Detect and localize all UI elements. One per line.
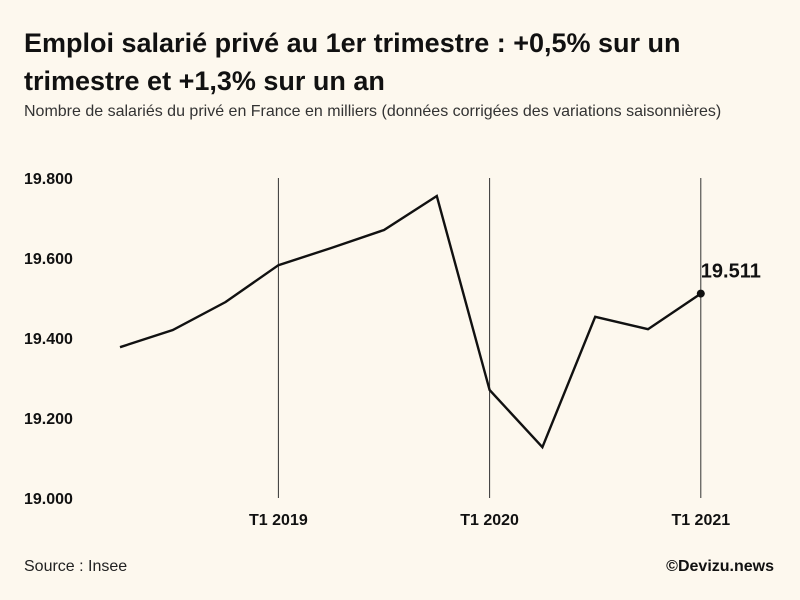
y-tick-label: 19.600 (24, 251, 73, 268)
y-axis: 19.000 19.200 19.400 19.600 19.800 (24, 171, 73, 508)
series-line (119, 194, 702, 450)
brand-credit: ©Devizu.news (666, 558, 774, 575)
y-tick-label: 19.400 (24, 331, 73, 348)
y-tick-label: 19.200 (24, 411, 73, 428)
y-tick-label: 19.800 (24, 171, 73, 188)
data-point-marker (696, 289, 705, 298)
x-tick-label: T1 2019 (249, 512, 308, 529)
chart-subtitle: Nombre de salariés du privé en France en… (24, 103, 722, 120)
x-tick-label: T1 2021 (671, 512, 730, 529)
x-tick-label: T1 2020 (460, 512, 519, 529)
y-tick-label: 19.000 (24, 491, 73, 508)
chart-title: Emploi salarié privé au 1er trimestre : … (24, 28, 681, 96)
annotations: 19.511 (696, 261, 761, 298)
data-label: 19.511 (701, 261, 761, 283)
x-axis: T1 2019 T1 2020 T1 2021 (249, 512, 730, 529)
source-note: Source : Insee (24, 558, 128, 575)
gridlines (277, 178, 702, 498)
series-group (119, 194, 702, 450)
